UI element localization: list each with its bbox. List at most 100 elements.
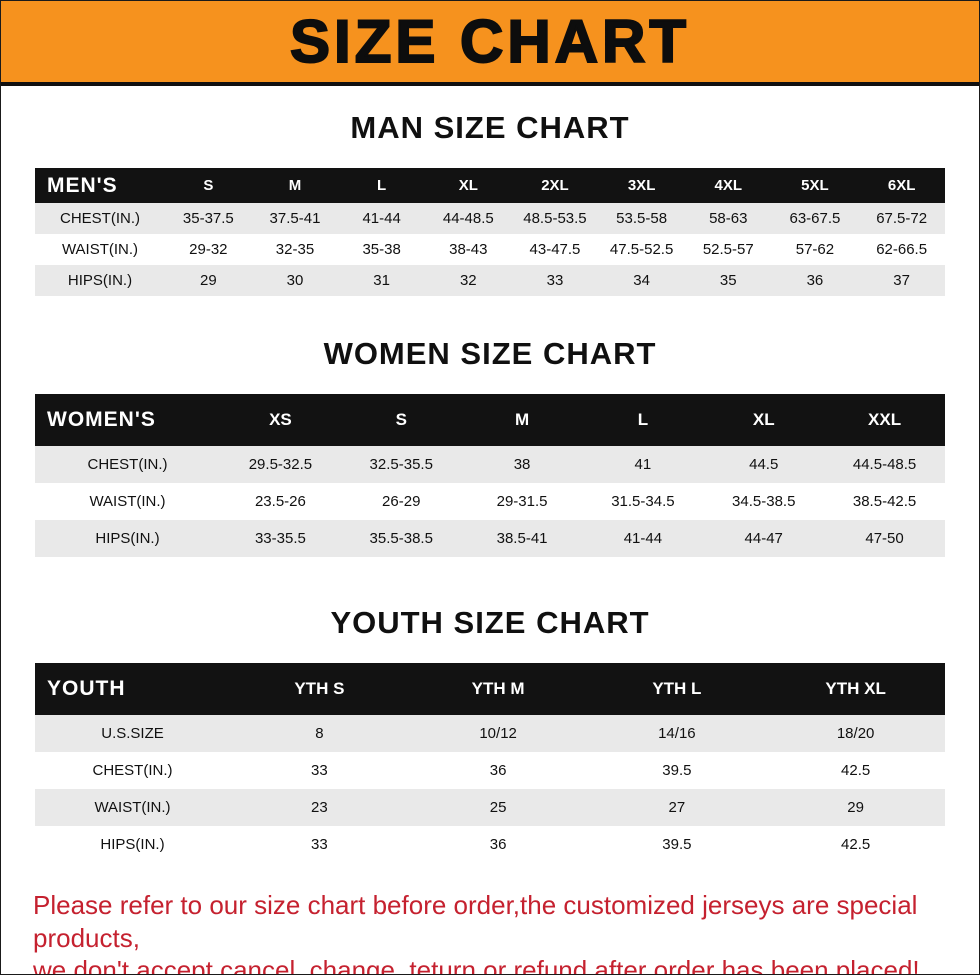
cell: 30	[286, 272, 304, 289]
men-size-table: MEN'S S M L XL 2XL 3XL 4XL 5XL 6XL CHEST…	[35, 168, 945, 296]
cell: 27	[668, 799, 686, 816]
table-row: HIPS(IN.) 33 36 39.5 42.5	[35, 826, 945, 863]
cell: 35-37.5	[182, 210, 234, 227]
youth-table-title: YOUTH	[35, 663, 230, 715]
youth-column-header: YTH XL	[766, 663, 945, 715]
cell: 37.5-41	[269, 210, 321, 227]
cell: 34	[633, 272, 650, 289]
men-column-header: L	[338, 168, 425, 203]
cell: 29.5-32.5	[248, 456, 313, 473]
cell: 58-63	[709, 210, 748, 227]
cell: 44-48.5	[442, 210, 494, 227]
women-header-row: WOMEN'S XS S M L XL XXL	[35, 394, 945, 446]
footer-note-line2: we don't accept cancel, change, teturn o…	[33, 955, 920, 975]
table-row: WAIST(IN.) 23.5-26 26-29 29-31.5 31.5-34…	[35, 483, 945, 520]
cell: 14/16	[658, 725, 696, 742]
cell: 41-44	[362, 210, 401, 227]
row-label: WAIST(IN.)	[89, 493, 166, 510]
cell: 32-35	[275, 241, 315, 258]
cell: 47-50	[865, 530, 904, 547]
cell: 44.5	[749, 456, 779, 473]
table-row: WAIST(IN.) 23 25 27 29	[35, 789, 945, 826]
women-table-title: WOMEN'S	[35, 394, 220, 446]
women-column-header: XS	[220, 394, 341, 446]
row-label: CHEST(IN.)	[87, 456, 168, 473]
cell: 52.5-57	[702, 241, 754, 258]
youth-section-heading: YOUTH SIZE CHART	[330, 605, 650, 640]
table-row: HIPS(IN.) 29 30 31 32 33 34 35 36 37	[35, 265, 945, 296]
cell: 29	[847, 799, 864, 816]
men-column-header: M	[251, 168, 339, 203]
row-label: WAIST(IN.)	[61, 241, 139, 258]
cell: 29-31.5	[496, 493, 548, 510]
cell: 38.5-42.5	[852, 493, 917, 510]
table-row: CHEST(IN.) 33 36 39.5 42.5	[35, 752, 945, 789]
row-label: CHEST(IN.)	[60, 210, 140, 227]
cell: 37	[893, 272, 910, 289]
cell: 29	[199, 272, 217, 289]
cell: 8	[315, 725, 324, 742]
cell: 31.5-34.5	[611, 493, 675, 510]
cell: 29-32	[189, 241, 228, 258]
table-row: CHEST(IN.) 35-37.5 37.5-41 41-44 44-48.5…	[35, 203, 945, 234]
cell: 33	[546, 272, 564, 289]
cell: 67.5-72	[876, 210, 928, 227]
cell: 39.5	[662, 836, 692, 853]
cell: 41	[634, 456, 652, 473]
cell: 42.5	[841, 762, 871, 779]
table-row: WAIST(IN.) 29-32 32-35 35-38 38-43 43-47…	[35, 234, 945, 265]
table-row: U.S.SIZE 8 10/12 14/16 18/20	[35, 715, 945, 752]
cell: 25	[489, 799, 507, 816]
cell: 32.5-35.5	[369, 456, 433, 473]
cell: 34.5-38.5	[732, 493, 796, 510]
men-column-header: 2XL	[511, 168, 599, 203]
cell: 42.5	[841, 836, 871, 853]
cell: 23.5-26	[254, 493, 306, 510]
footer-note: Please refer to our size chart before or…	[1, 889, 979, 975]
cell: 23	[311, 799, 328, 816]
cell: 43-47.5	[529, 241, 581, 258]
cell: 36	[489, 762, 507, 779]
cell: 38-43	[449, 241, 488, 258]
page-title: SIZE CHART	[289, 7, 690, 75]
women-column-header: M	[461, 394, 583, 446]
cell: 39.5	[662, 762, 692, 779]
women-column-header: XL	[703, 394, 825, 446]
table-row: HIPS(IN.) 33-35.5 35.5-38.5 38.5-41 41-4…	[35, 520, 945, 557]
men-column-header: 5XL	[771, 168, 859, 203]
cell: 35	[719, 272, 737, 289]
youth-size-table: YOUTH YTH S YTH M YTH L YTH XL U.S.SIZE …	[35, 663, 945, 863]
women-section-heading: WOMEN SIZE CHART	[323, 336, 657, 371]
banner: SIZE CHART	[1, 1, 979, 86]
cell: 36	[806, 272, 824, 289]
cell: 26-29	[382, 493, 421, 510]
cell: 63-67.5	[789, 210, 841, 227]
men-column-header: 6XL	[858, 168, 945, 203]
women-column-header: S	[340, 394, 462, 446]
men-column-header: 4XL	[684, 168, 772, 203]
cell: 44.5-48.5	[852, 456, 917, 473]
table-row: CHEST(IN.) 29.5-32.5 32.5-35.5 38 41 44.…	[35, 446, 945, 483]
cell: 44-47	[744, 530, 783, 547]
row-label: HIPS(IN.)	[100, 836, 165, 853]
cell: 35-38	[362, 241, 401, 258]
men-header-row: MEN'S S M L XL 2XL 3XL 4XL 5XL 6XL	[35, 168, 945, 203]
men-table-title: MEN'S	[35, 168, 165, 203]
cell: 31	[373, 272, 390, 289]
row-label: HIPS(IN.)	[67, 272, 133, 289]
cell: 36	[489, 836, 507, 853]
men-column-header: XL	[424, 168, 512, 203]
cell: 35.5-38.5	[369, 530, 433, 547]
cell: 32	[459, 272, 477, 289]
row-label: CHEST(IN.)	[92, 762, 173, 779]
men-column-header: S	[165, 168, 252, 203]
footer-note-line1: Please refer to our size chart before or…	[33, 890, 918, 953]
cell: 33	[311, 836, 328, 853]
youth-column-header: YTH M	[408, 663, 588, 715]
cell: 62-66.5	[876, 241, 928, 258]
women-size-table: WOMEN'S XS S M L XL XXL CHEST(IN.) 29.5-…	[35, 394, 945, 557]
row-label: WAIST(IN.)	[94, 799, 171, 816]
cell: 41-44	[623, 530, 663, 547]
women-column-header: XXL	[824, 394, 945, 446]
